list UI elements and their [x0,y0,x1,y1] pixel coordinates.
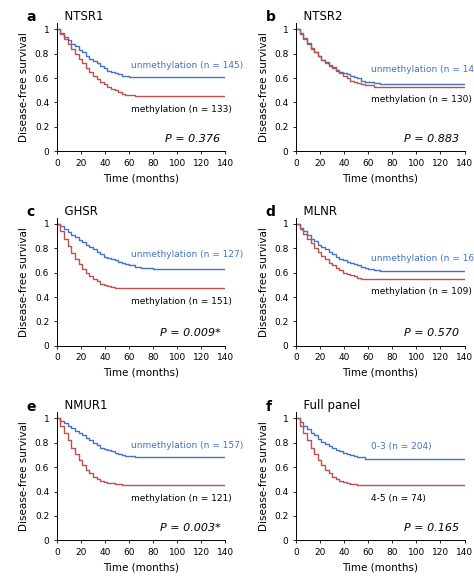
Text: c: c [27,205,35,219]
Text: Full panel: Full panel [296,399,360,413]
Text: d: d [266,205,275,219]
X-axis label: Time (months): Time (months) [342,562,418,572]
X-axis label: Time (months): Time (months) [103,368,179,378]
Text: P = 0.003*: P = 0.003* [160,523,220,533]
Text: unmethylation (n = 169): unmethylation (n = 169) [371,254,474,263]
Text: unmethylation (n = 145): unmethylation (n = 145) [131,60,244,70]
Text: P = 0.009*: P = 0.009* [160,328,220,338]
Text: P = 0.376: P = 0.376 [165,134,220,144]
Text: methylation (n = 121): methylation (n = 121) [131,494,232,503]
Text: methylation (n = 109): methylation (n = 109) [371,287,472,296]
Text: b: b [266,10,275,24]
Text: methylation (n = 133): methylation (n = 133) [131,105,232,114]
Y-axis label: Disease-free survival: Disease-free survival [19,421,29,531]
Text: f: f [266,400,272,414]
Y-axis label: Disease-free survival: Disease-free survival [258,33,268,142]
Text: methylation (n = 130): methylation (n = 130) [371,95,472,104]
Text: 0-3 (n = 204): 0-3 (n = 204) [371,442,431,451]
Text: P = 0.165: P = 0.165 [404,523,459,533]
X-axis label: Time (months): Time (months) [342,173,418,184]
X-axis label: Time (months): Time (months) [103,562,179,572]
Text: P = 0.570: P = 0.570 [404,328,459,338]
Y-axis label: Disease-free survival: Disease-free survival [19,227,29,337]
Text: P = 0.883: P = 0.883 [404,134,459,144]
Text: e: e [27,400,36,414]
Text: 4-5 (n = 74): 4-5 (n = 74) [371,494,426,503]
X-axis label: Time (months): Time (months) [342,368,418,378]
Text: a: a [27,10,36,24]
Text: unmethylation (n = 157): unmethylation (n = 157) [131,441,244,450]
Text: NMUR1: NMUR1 [57,399,108,413]
Y-axis label: Disease-free survival: Disease-free survival [258,227,268,337]
Text: unmethylation (n = 127): unmethylation (n = 127) [131,250,244,259]
Text: NTSR1: NTSR1 [57,10,103,23]
X-axis label: Time (months): Time (months) [103,173,179,184]
Text: NTSR2: NTSR2 [296,10,343,23]
Y-axis label: Disease-free survival: Disease-free survival [258,421,268,531]
Text: MLNR: MLNR [296,205,337,218]
Y-axis label: Disease-free survival: Disease-free survival [19,33,29,142]
Text: methylation (n = 151): methylation (n = 151) [131,297,232,306]
Text: unmethylation (n = 148): unmethylation (n = 148) [371,66,474,74]
Text: GHSR: GHSR [57,205,98,218]
